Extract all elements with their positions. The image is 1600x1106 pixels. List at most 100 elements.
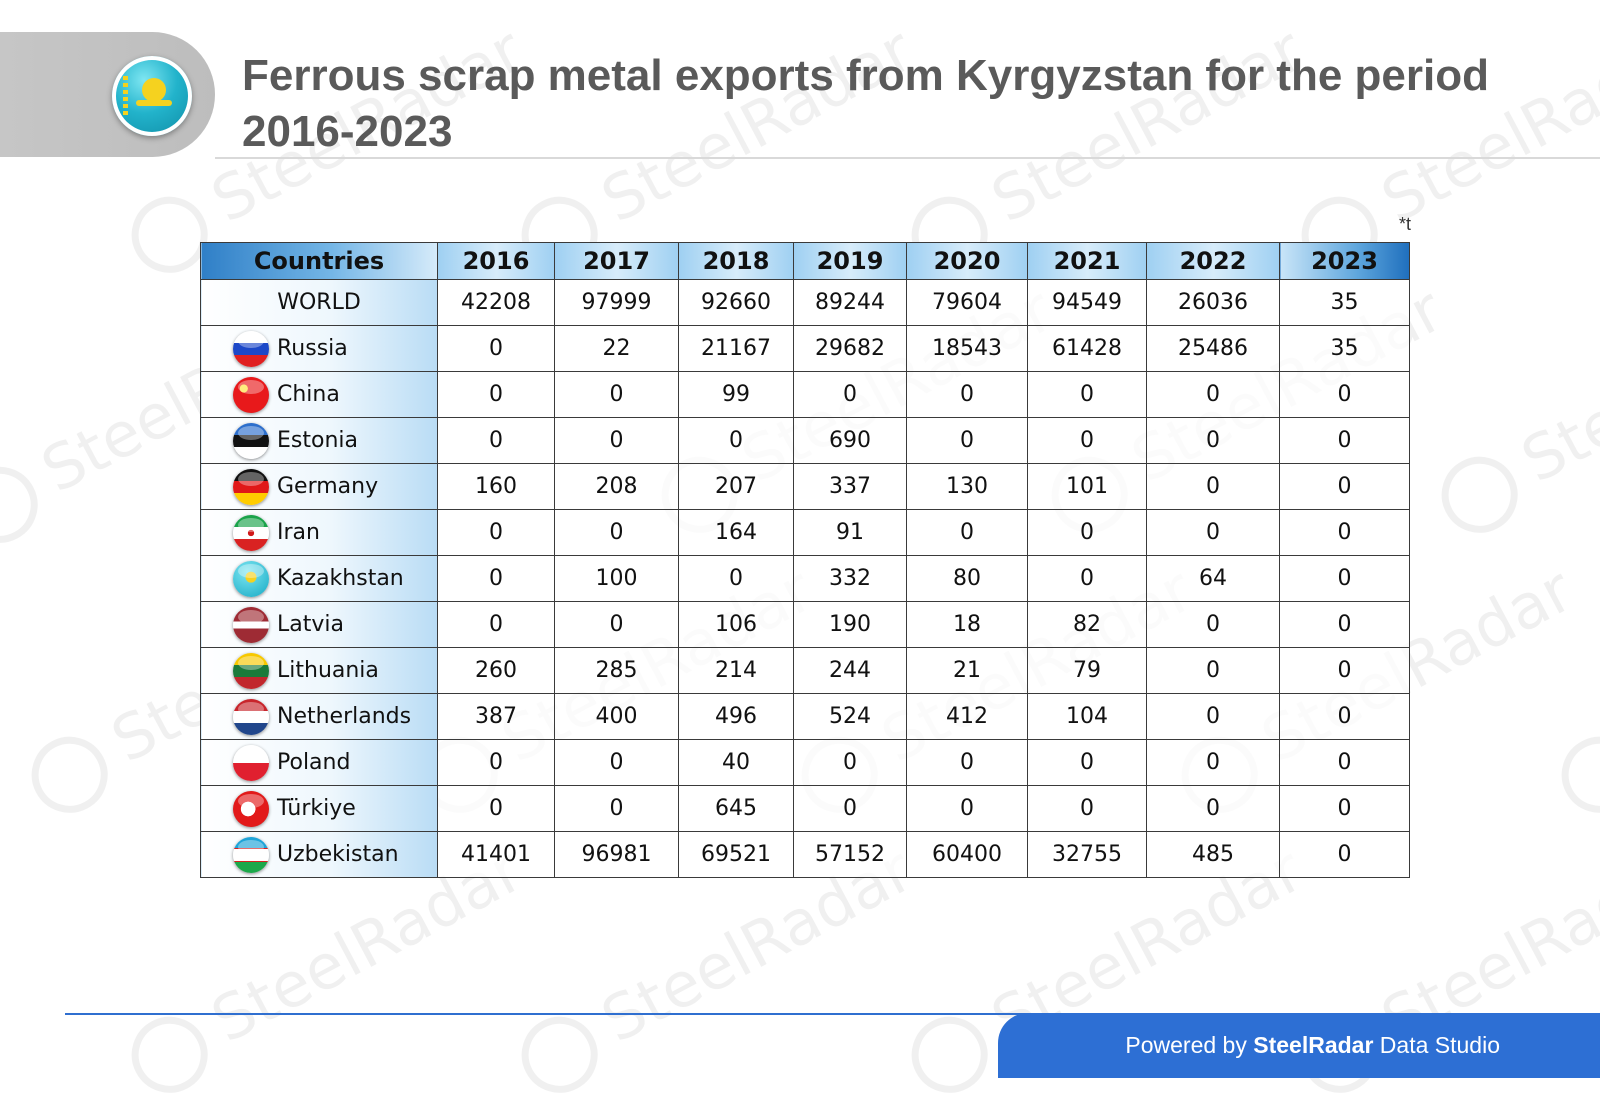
footer-bar: Powered by SteelRadar Data Studio (998, 1013, 1600, 1078)
value-cell: 0 (1027, 785, 1147, 832)
value-cell: 164 (678, 509, 794, 556)
country-cell: Türkiye (200, 785, 438, 832)
column-header-2017: 2017 (554, 242, 679, 280)
country-cell: WORLD (200, 279, 438, 326)
value-cell: 0 (1146, 371, 1280, 418)
column-header-2021: 2021 (1027, 242, 1147, 280)
value-cell: 104 (1027, 693, 1147, 740)
table-row: Uzbekistan 41401 96981 69521 57152 60400 32755… (200, 831, 1410, 878)
country-name: Netherlands (277, 704, 412, 729)
value-cell: 18543 (906, 325, 1028, 372)
value-cell: 0 (437, 555, 555, 602)
value-cell: 94549 (1027, 279, 1147, 326)
value-cell: 22 (554, 325, 679, 372)
table-row: Türkiye 0 0 645 0 0 0 0 0 (200, 785, 1410, 832)
country-name: Germany (277, 474, 379, 499)
value-cell: 32755 (1027, 831, 1147, 878)
value-cell: 61428 (1027, 325, 1147, 372)
value-cell: 0 (437, 417, 555, 464)
column-header-2023: 2023 (1279, 242, 1410, 280)
value-cell: 18 (906, 601, 1028, 648)
value-cell: 0 (678, 555, 794, 602)
table-row: Netherlands 387 400 496 524 412 104 0 0 (200, 693, 1410, 740)
value-cell: 0 (1146, 785, 1280, 832)
value-cell: 0 (1279, 739, 1410, 786)
value-cell: 69521 (678, 831, 794, 878)
value-cell: 106 (678, 601, 794, 648)
country-cell: Kazakhstan (200, 555, 438, 602)
country-cell: Netherlands (200, 693, 438, 740)
column-header-2016: 2016 (437, 242, 555, 280)
kazakhstan-flag-icon (112, 56, 192, 136)
table-row: Russia 0 22 21167 29682 18543 61428 25486 35 (200, 325, 1410, 372)
value-cell: 332 (793, 555, 907, 602)
column-header-countries: Countries (200, 242, 438, 280)
iran-flag-icon (233, 514, 269, 551)
value-cell: 645 (678, 785, 794, 832)
value-cell: 190 (793, 601, 907, 648)
value-cell: 387 (437, 693, 555, 740)
country-name: Iran (277, 520, 320, 545)
china-flag-icon (233, 376, 269, 413)
value-cell: 25486 (1146, 325, 1280, 372)
value-cell: 79 (1027, 647, 1147, 694)
value-cell: 0 (1146, 647, 1280, 694)
value-cell: 0 (1146, 601, 1280, 648)
value-cell: 0 (554, 601, 679, 648)
country-cell: Latvia (200, 601, 438, 648)
country-cell: Iran (200, 509, 438, 556)
value-cell: 244 (793, 647, 907, 694)
value-cell: 0 (554, 371, 679, 418)
value-cell: 0 (554, 739, 679, 786)
value-cell: 0 (1146, 463, 1280, 510)
table-row: Lithuania 260 285 214 244 21 79 0 0 (200, 647, 1410, 694)
country-name: Uzbekistan (277, 842, 399, 867)
table-row: Poland 0 0 40 0 0 0 0 0 (200, 739, 1410, 786)
value-cell: 64 (1146, 555, 1280, 602)
value-cell: 0 (1279, 831, 1410, 878)
value-cell: 0 (554, 785, 679, 832)
value-cell: 0 (1279, 693, 1410, 740)
value-cell: 0 (793, 739, 907, 786)
value-cell: 91 (793, 509, 907, 556)
value-cell: 0 (437, 601, 555, 648)
estonia-flag-icon (233, 422, 269, 459)
value-cell: 26036 (1146, 279, 1280, 326)
value-cell: 0 (1146, 509, 1280, 556)
country-cell: Uzbekistan (200, 831, 438, 878)
value-cell: 0 (1027, 509, 1147, 556)
country-name: Poland (277, 750, 351, 775)
table-row: Iran 0 0 164 91 0 0 0 0 (200, 509, 1410, 556)
country-name: Türkiye (277, 796, 356, 821)
value-cell: 400 (554, 693, 679, 740)
value-cell: 0 (1279, 785, 1410, 832)
value-cell: 29682 (793, 325, 907, 372)
value-cell: 0 (1279, 555, 1410, 602)
watermark-logo-icon (508, 1003, 612, 1106)
value-cell: 42208 (437, 279, 555, 326)
russia-flag-icon (233, 330, 269, 367)
column-header-2018: 2018 (678, 242, 794, 280)
value-cell: 0 (554, 417, 679, 464)
value-cell: 60400 (906, 831, 1028, 878)
value-cell: 0 (1027, 555, 1147, 602)
value-cell: 207 (678, 463, 794, 510)
netherlands-flag-icon (233, 698, 269, 735)
value-cell: 0 (906, 509, 1028, 556)
value-cell: 40 (678, 739, 794, 786)
table-row: Germany 160 208 207 337 130 101 0 0 (200, 463, 1410, 510)
footer-divider (65, 1013, 1600, 1015)
table-row: Estonia 0 0 0 690 0 0 0 0 (200, 417, 1410, 464)
value-cell: 0 (437, 739, 555, 786)
country-cell: China (200, 371, 438, 418)
value-cell: 57152 (793, 831, 907, 878)
value-cell: 21 (906, 647, 1028, 694)
value-cell: 0 (1146, 739, 1280, 786)
value-cell: 35 (1279, 279, 1410, 326)
value-cell: 41401 (437, 831, 555, 878)
value-cell: 496 (678, 693, 794, 740)
germany-flag-icon (233, 468, 269, 505)
value-cell: 524 (793, 693, 907, 740)
value-cell: 100 (554, 555, 679, 602)
value-cell: 214 (678, 647, 794, 694)
